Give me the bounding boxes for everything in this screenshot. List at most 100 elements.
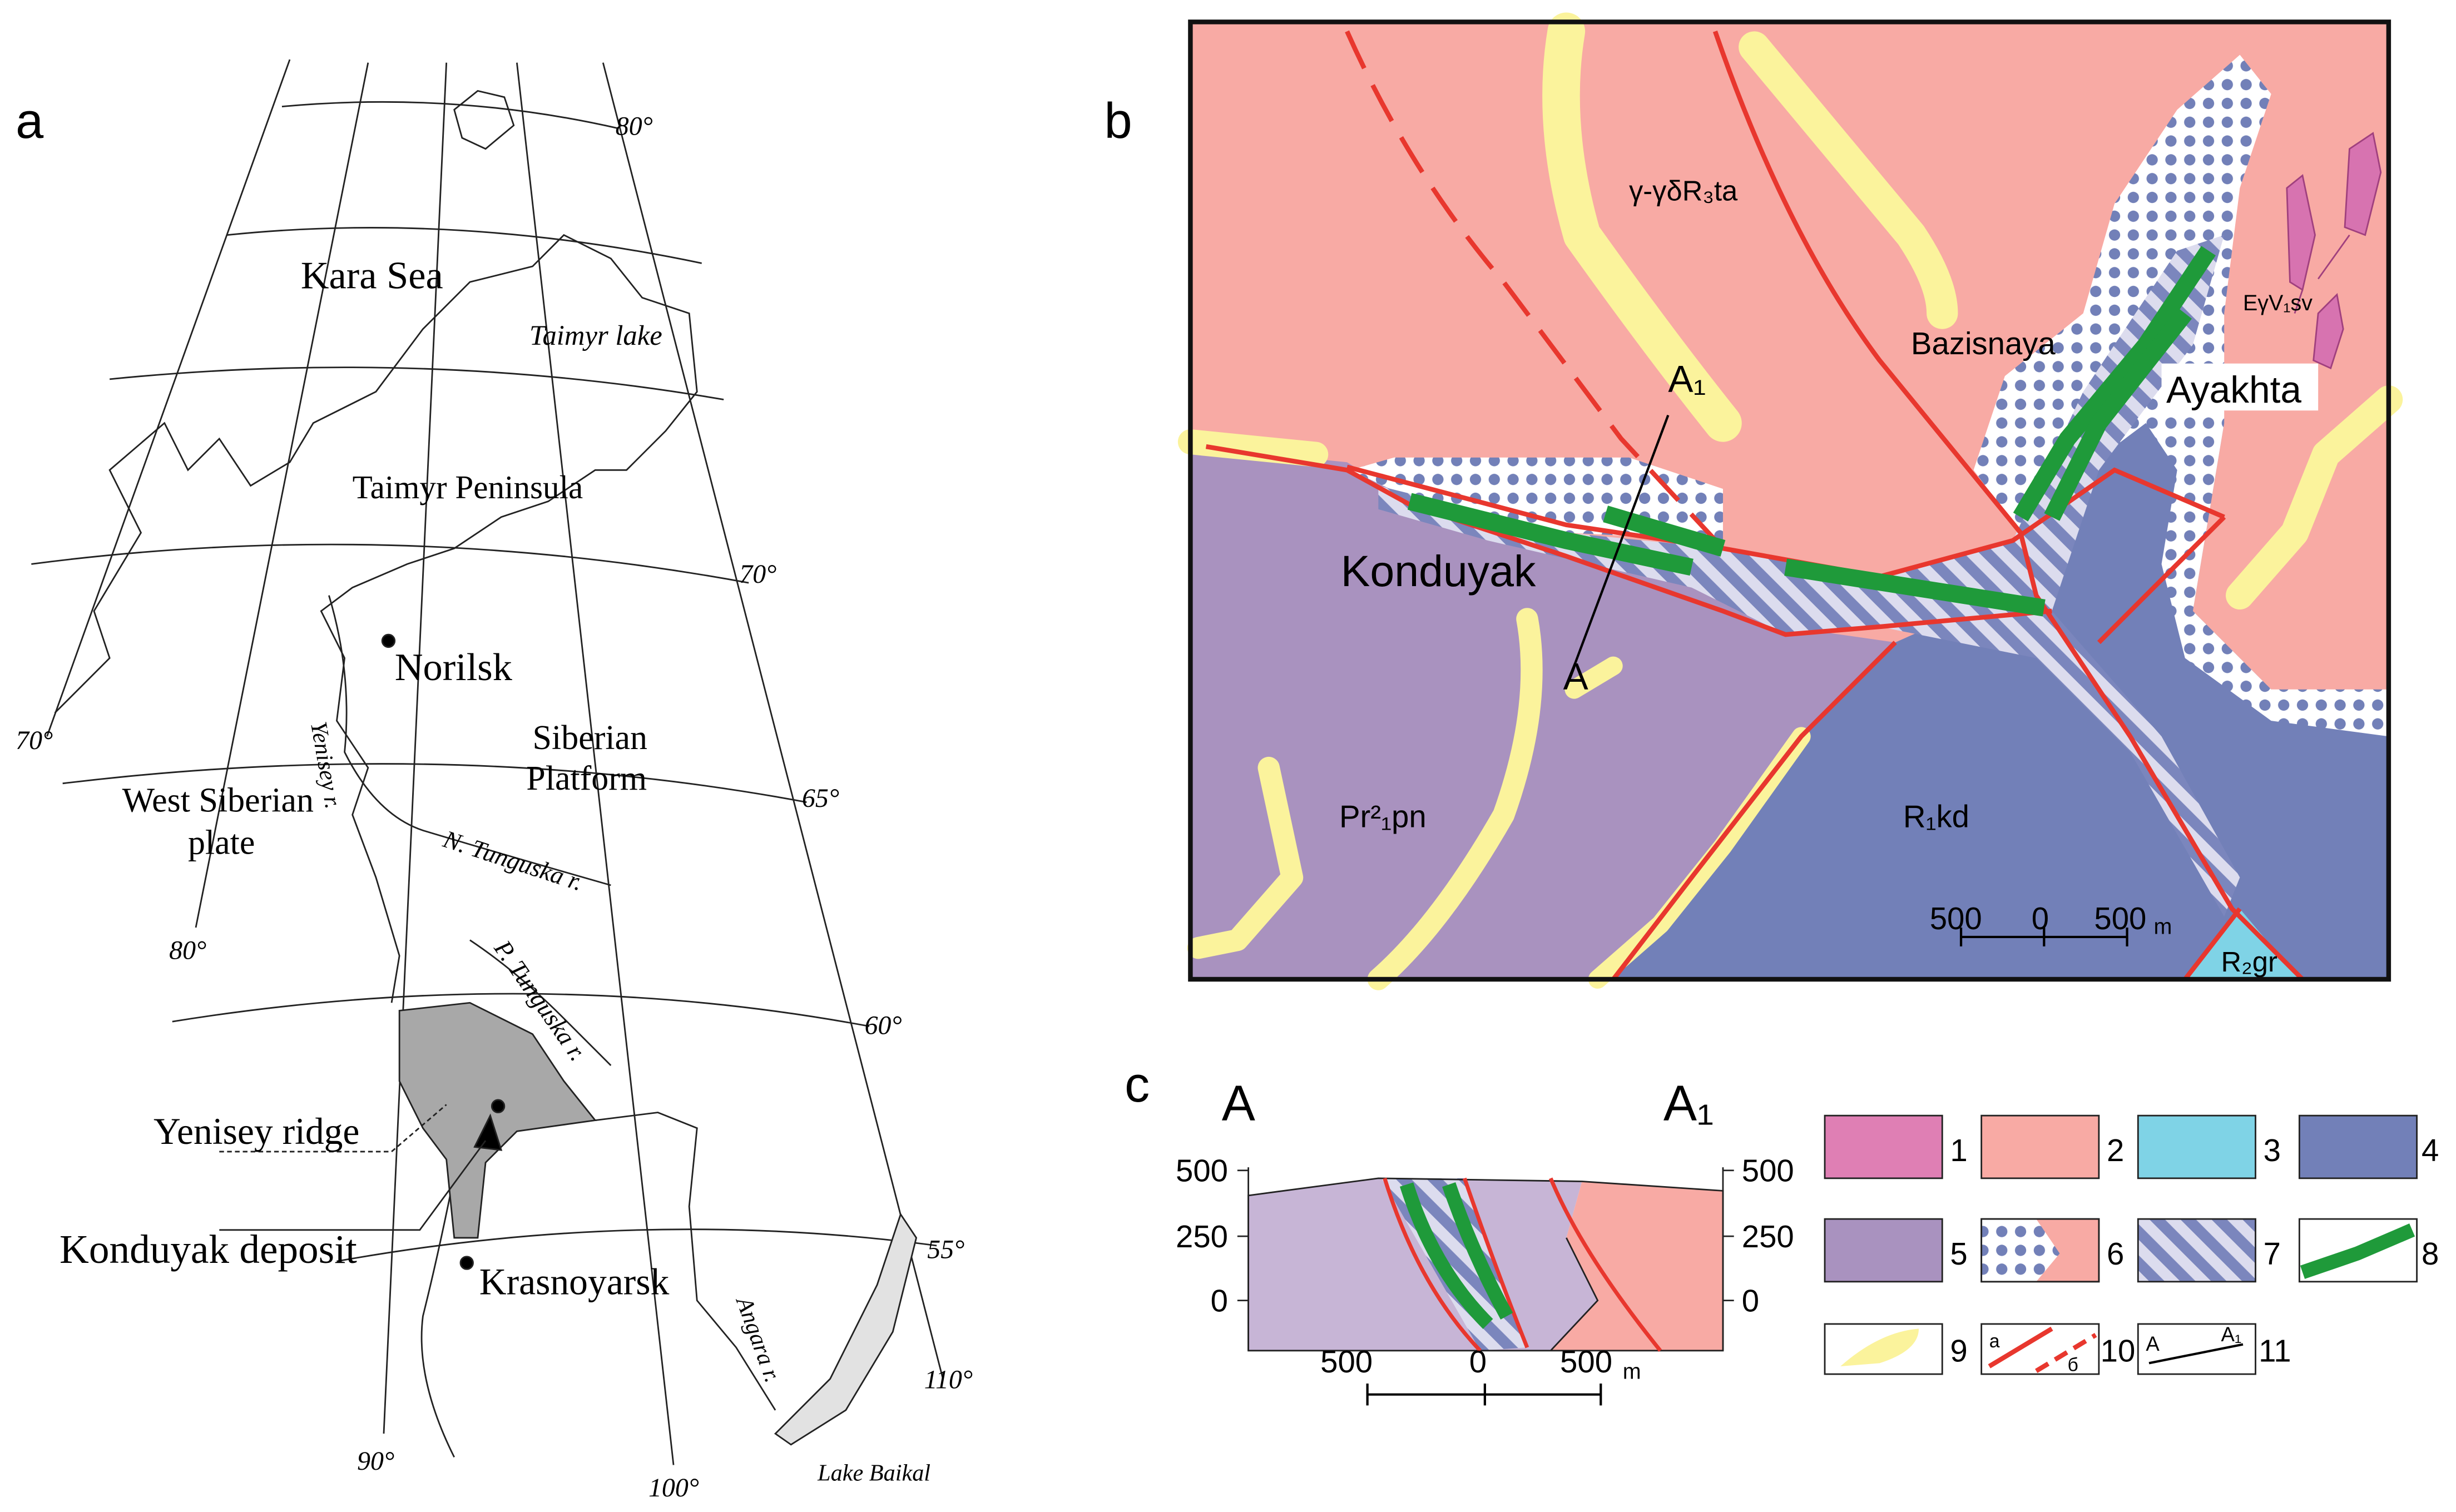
group: [1177, 12, 2403, 990]
parallel: [172, 993, 870, 1027]
norilsk-point: [381, 633, 396, 648]
map-label: R₂gr: [2221, 946, 2277, 978]
map-label: Taimyr lake: [529, 320, 662, 351]
axis-label: 250: [1176, 1219, 1228, 1254]
legend-swatch: [2035, 1332, 2097, 1374]
dike: [1739, 31, 1958, 329]
map-label: Konduyak: [1341, 547, 1536, 596]
label-background: [2161, 363, 2319, 411]
legend-swatch: [2137, 1218, 2256, 1283]
map-label: Taimyr Peninsula: [353, 469, 583, 505]
map-label: EγV₁sv: [2243, 291, 2313, 315]
section-end: A: [1563, 656, 1588, 698]
legend-swatch: [1980, 1323, 2100, 1375]
pink-body: [2286, 174, 2316, 291]
legend-mark: б: [2068, 1354, 2078, 1375]
map-label: Ayakhta: [2166, 369, 2301, 411]
scale-label: 0: [2032, 901, 2049, 936]
scale-unit: m: [2153, 914, 2172, 939]
legend-swatch: [1981, 1219, 2060, 1282]
island: [453, 90, 515, 150]
legend-swatch: [2300, 1223, 2415, 1279]
scale-label: 0: [1469, 1344, 1487, 1379]
legend-number: 1: [1950, 1133, 1967, 1168]
ore-body: [1603, 505, 1726, 557]
meridian: [602, 62, 944, 1379]
axis: [1237, 1167, 1734, 1351]
dike: [1564, 656, 1623, 699]
meridian: [46, 59, 291, 737]
fault: [1205, 444, 2052, 637]
legend-swatch: [1988, 1326, 2053, 1369]
group: [1205, 30, 2304, 981]
ore-body: [1407, 493, 1694, 576]
ore-body: [2013, 246, 2216, 522]
dike: [1177, 429, 1329, 467]
fault: [1611, 641, 1897, 981]
panel-letter: b: [1105, 93, 1132, 149]
parallel: [110, 366, 724, 400]
scale-bar: [1959, 928, 2128, 946]
map-label: Siberian: [533, 719, 647, 757]
leader-line: [219, 1140, 487, 1231]
axis-label: 0: [1211, 1283, 1228, 1318]
parallel: [227, 227, 702, 264]
purple-unit: [1190, 447, 1895, 980]
legend-swatch: [2137, 1323, 2256, 1375]
axis-label: 250: [1742, 1219, 1794, 1254]
map-label: Lake Baikal: [817, 1460, 930, 1486]
group: [1383, 1177, 1662, 1352]
scale-bar: [1366, 1383, 1602, 1406]
legend-number: 11: [2259, 1333, 2291, 1368]
meridian: [195, 62, 369, 928]
lake-baikal: [774, 1212, 918, 1446]
deposit-point: [491, 1099, 506, 1113]
ridge: [398, 1002, 597, 1239]
river: [328, 595, 611, 886]
map-label: Kara Sea: [301, 254, 443, 297]
dike: [1588, 727, 1811, 989]
panel-c: c A A₁ 500 250 0 500 250 0 500 0 500 m: [1125, 1057, 1794, 1406]
map-label: Krasnoyarsk: [479, 1261, 670, 1302]
axis-label: 500: [1742, 1153, 1794, 1188]
legend-swatch: [1824, 1114, 1943, 1179]
parallel: [31, 543, 749, 584]
legend-number: 10: [2101, 1333, 2136, 1368]
legend-swatch: [1980, 1218, 2100, 1283]
latitude-label: 60°: [865, 1011, 902, 1040]
group: 1 2 3 4 5 6 7 8 9 10 11 a б A A₁: [1950, 1133, 2439, 1376]
meridian: [516, 62, 675, 1465]
map-label: γ-γδR₃ta: [1629, 175, 1738, 207]
legend-swatch: [1824, 1218, 1943, 1283]
group: [1399, 1182, 1513, 1329]
legend-swatch: [2148, 1343, 2244, 1365]
ore-body: [2044, 308, 2192, 521]
dike: [2226, 385, 2403, 610]
legend-number: 7: [2264, 1236, 2281, 1271]
longitude-label: 110°: [924, 1365, 973, 1394]
legend-mark: A₁: [2221, 1323, 2242, 1346]
legend-number: 2: [2107, 1133, 2124, 1168]
scale-label: 500: [1930, 901, 1982, 936]
axis-label: 500: [1176, 1153, 1228, 1188]
parallel: [62, 763, 807, 804]
fault: [1462, 1177, 1529, 1349]
map-label: Pr²₁pn: [1339, 799, 1427, 834]
panel-letter: a: [16, 93, 44, 149]
panel-frame: [1188, 19, 2391, 982]
longitude-label: 100°: [648, 1473, 699, 1503]
legend-number: 3: [2264, 1133, 2281, 1168]
map-label: Norilsk: [395, 646, 513, 689]
section-end: A: [1222, 1075, 1255, 1132]
deposit-triangle: [473, 1113, 503, 1151]
legend-number: 5: [1950, 1236, 1967, 1271]
map-label: Konduyak deposit: [60, 1227, 357, 1272]
dike: [1542, 12, 1742, 442]
legend-number: 4: [2422, 1133, 2439, 1168]
fault: [1383, 1177, 1482, 1352]
latitude-label: 65°: [802, 784, 839, 813]
map-label: Angara r.: [730, 1292, 786, 1386]
panel-a: a Kara Sea Taimyr lake Taimyr Peninsula …: [16, 59, 973, 1503]
longitude-label: 90°: [357, 1446, 394, 1476]
